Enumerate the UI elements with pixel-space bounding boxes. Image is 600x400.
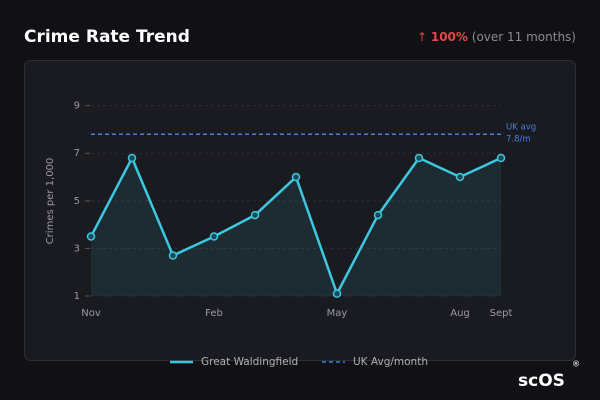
chart-panel [24, 60, 576, 361]
data-point [127, 153, 137, 163]
x-tick-label: May [327, 308, 348, 319]
y-tick-label: 7 [74, 148, 80, 159]
reference-label: UK avg [506, 123, 536, 133]
change-value: 100% [431, 30, 468, 44]
plot: 1 3 5 7 9 Nov Feb May Aug Sept UK avg 7.8/m Great Wa… [74, 101, 537, 368]
change-note: (over 11 months) [472, 30, 576, 44]
data-point [496, 153, 506, 163]
data-point [168, 251, 178, 260]
data-point [332, 289, 342, 298]
y-tick-label: 1 [74, 291, 80, 302]
x-tick-label: Sept [490, 308, 513, 319]
series-area [91, 158, 501, 296]
data-point [291, 172, 301, 182]
y-axis-label: Crimes per 1,000 [45, 158, 56, 245]
x-tick-label: Nov [81, 308, 101, 319]
logo: scOS [518, 371, 565, 391]
change-summary: ↑ 100% (over 11 months) [417, 30, 576, 44]
x-tick-label: Aug [450, 308, 470, 319]
data-point [373, 210, 383, 220]
legend-label: UK Avg/month [353, 356, 428, 368]
data-point [86, 232, 96, 241]
change-arrow: ↑ [417, 30, 427, 44]
data-point [414, 153, 424, 163]
chart-title: Crime Rate Trend [24, 27, 190, 47]
data-point [250, 210, 260, 220]
reference-value-label: 7.8/m [506, 135, 531, 145]
logo-mark: ® [572, 360, 580, 369]
y-tick-label: 5 [74, 196, 80, 207]
legend-label: Great Waldingfield [201, 356, 298, 368]
y-tick-label: 9 [74, 101, 80, 112]
data-point [455, 172, 465, 182]
data-point [209, 232, 219, 241]
x-tick-label: Feb [205, 308, 223, 319]
y-tick-label: 3 [74, 243, 80, 254]
